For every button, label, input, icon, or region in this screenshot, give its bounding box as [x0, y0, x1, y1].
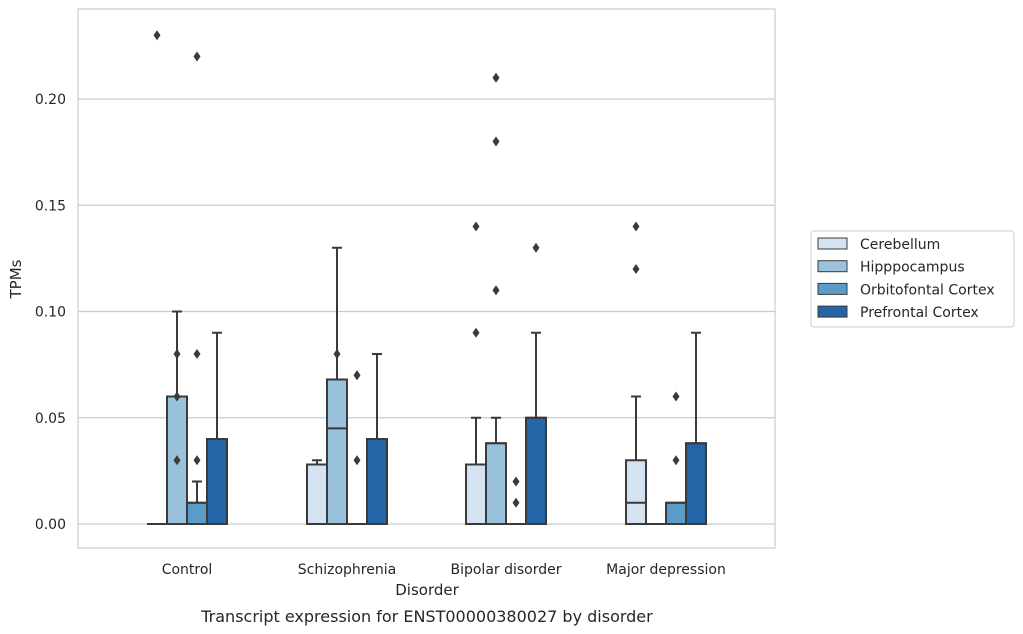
outlier-marker	[532, 242, 540, 253]
outlier-marker	[333, 349, 341, 359]
box-2-0	[186, 51, 208, 525]
x-tick-label: Major depression	[606, 562, 726, 578]
outlier-marker	[173, 455, 181, 466]
outlier-marker	[492, 72, 500, 83]
box-body	[206, 438, 228, 525]
box-body	[485, 442, 507, 525]
legend-swatch	[817, 282, 848, 295]
y-axis-label: TPMs	[7, 259, 25, 299]
outlier-marker	[193, 455, 201, 466]
outlier-marker	[672, 391, 680, 402]
legend-frame	[810, 230, 1015, 328]
outlier-marker	[632, 221, 640, 232]
box-body	[685, 442, 707, 525]
box-1-1	[326, 246, 348, 525]
y-tick-label: 0.20	[35, 92, 66, 108]
outlier-marker	[173, 349, 181, 359]
box-body	[525, 416, 547, 525]
outlier-marker	[193, 349, 201, 359]
x-tick-label: Bipolar disorder	[450, 562, 561, 578]
y-tick-label: 0.15	[35, 198, 66, 214]
chart-caption: Transcript expression for ENST0000038002…	[200, 607, 653, 626]
y-tick-label: 0.10	[35, 305, 66, 321]
y-tick-label: 0.00	[35, 517, 66, 533]
box-body	[465, 463, 487, 525]
x-tick-label: Control	[162, 562, 213, 578]
box-1-0	[166, 310, 188, 525]
box-body	[665, 501, 687, 525]
y-tick-label: 0.05	[35, 411, 66, 427]
outlier-marker	[672, 455, 680, 466]
outlier-marker	[353, 455, 361, 466]
box-0-3	[625, 221, 647, 525]
legend-label: Orbitofontal Cortex	[860, 282, 995, 298]
box-1-2	[485, 72, 507, 525]
legend-label: Cerebellum	[860, 237, 940, 253]
outlier-marker	[353, 370, 361, 381]
outlier-marker	[472, 327, 480, 338]
box-2-2	[506, 476, 526, 525]
outlier-marker	[492, 285, 500, 296]
box-3-1	[366, 353, 388, 525]
outlier-marker	[173, 391, 181, 402]
outlier-marker	[512, 476, 520, 487]
legend-swatch	[817, 260, 848, 273]
x-axis-label: Disorder	[395, 581, 459, 599]
legend-swatch	[817, 305, 848, 318]
box-3-2	[525, 242, 547, 525]
legend-label: Hipppocampus	[860, 260, 965, 276]
box-3-3	[685, 331, 707, 525]
outlier-marker	[472, 221, 480, 232]
outlier-marker	[153, 30, 161, 41]
outlier-marker	[492, 136, 500, 147]
legend: Cerebellum Hipppocampus Orbitofontal Corte…	[810, 230, 1015, 328]
box-body	[186, 501, 208, 525]
box-0-1	[306, 459, 328, 525]
box-body	[625, 459, 647, 525]
x-tick-labels: Control Schizophrenia Bipolar disorder Majo…	[162, 562, 726, 578]
box-3-0	[206, 331, 228, 525]
box-0-2	[465, 221, 487, 525]
y-tick-labels: 0.00 0.05 0.10 0.15 0.20	[35, 92, 66, 533]
outlier-marker	[512, 497, 520, 508]
legend-label: Prefrontal Cortex	[860, 305, 979, 321]
legend-swatch	[817, 237, 848, 250]
box-body	[326, 378, 348, 525]
outlier-marker	[193, 51, 201, 62]
outlier-marker	[632, 264, 640, 274]
boxes	[147, 30, 707, 525]
box-body	[366, 438, 388, 525]
box-2-1	[347, 370, 367, 525]
box-body	[306, 463, 328, 525]
x-tick-label: Schizophrenia	[298, 562, 396, 578]
